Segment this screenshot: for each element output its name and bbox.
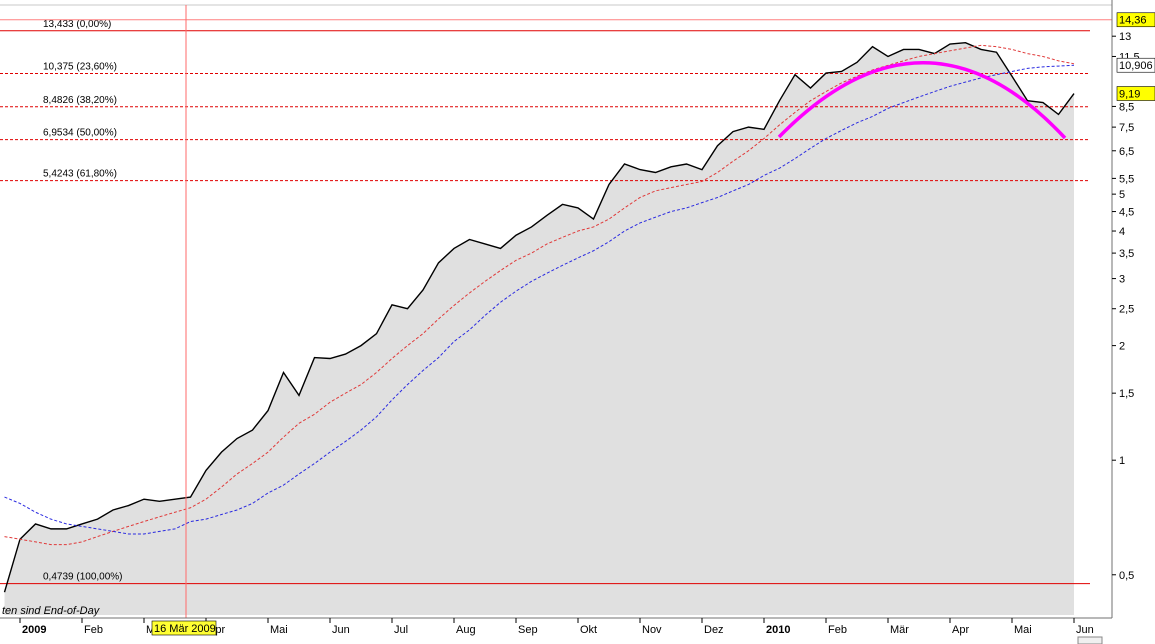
- price-line: [3, 41, 1075, 593]
- x-tick-label: Mai: [270, 624, 288, 636]
- fib-level-label: 8,4826 (38,20%): [43, 95, 117, 106]
- y-tick-label: 7,5: [1119, 122, 1134, 134]
- x-tick-label: Dez: [704, 624, 724, 636]
- y-tick-label: 8,5: [1119, 101, 1134, 113]
- x-tick-label: Sep: [518, 624, 538, 636]
- note: ten sind End-of-Day: [2, 605, 101, 617]
- fib-level-label: 13,433 (0,00%): [43, 19, 111, 30]
- y-tick-label: 6,5: [1119, 146, 1134, 158]
- price-label-box: [1116, 12, 1155, 28]
- y-tick-label: 0,5: [1119, 570, 1134, 582]
- fib-level-label: 0,4739 (100,00%): [43, 572, 123, 583]
- y-tick-label: 5,5: [1119, 173, 1134, 185]
- moving-average-line: [4, 64, 1075, 535]
- axes: 0,511,522,533,544,555,56,57,58,511,51320…: [19, 12, 1155, 636]
- y-tick-label: 1: [1119, 455, 1125, 467]
- fib-level-label: 10,375 (23,60%): [43, 61, 117, 72]
- price-label-box: [1116, 57, 1155, 73]
- price-label: 14,36: [1119, 15, 1147, 27]
- x-tick-label: Feb: [84, 624, 103, 636]
- crosshair-box: [151, 620, 217, 636]
- x-tick-label: Jun: [1076, 624, 1094, 636]
- x-tick-label: Jul: [394, 624, 408, 636]
- y-tick-label: 3,5: [1119, 248, 1134, 260]
- x-tick-label: Feb: [828, 624, 847, 636]
- x-tick-label: 2010: [766, 624, 790, 636]
- scroll-handle[interactable]: [1077, 636, 1103, 644]
- annotation-arc: [777, 61, 1067, 140]
- price-label: 9,19: [1119, 89, 1140, 101]
- x-tick-label: Nov: [642, 624, 662, 636]
- x-tick-label: Mai: [1014, 624, 1032, 636]
- y-tick-label: 2: [1119, 341, 1125, 353]
- x-tick-label: Mär: [890, 624, 909, 636]
- x-tick-label: Aug: [456, 624, 476, 636]
- price-area: [4, 42, 1074, 616]
- x-tick-label: Okt: [580, 624, 597, 636]
- price-label: 10,906: [1119, 60, 1153, 72]
- x-tick-label: 2009: [22, 624, 46, 636]
- y-tick-label: 4: [1119, 226, 1125, 238]
- moving-average-line: [4, 44, 1075, 546]
- price-label-box: [1116, 86, 1155, 101]
- y-tick-label: 5: [1119, 189, 1125, 201]
- y-tick-label: 2,5: [1119, 304, 1134, 316]
- y-tick-label: 4,5: [1119, 207, 1134, 219]
- y-tick-label: 13: [1119, 31, 1131, 43]
- y-tick-label: 1,5: [1119, 388, 1134, 400]
- crosshair-label: 16 Mär 2009: [154, 623, 216, 635]
- x-tick-label: Jun: [332, 624, 350, 636]
- x-tick-label: Apr: [952, 624, 969, 636]
- plot-area: 13,433 (0,00%) 10,375 (23,60%) 8,4826 (38,…: [0, 19, 1112, 616]
- y-tick-label: 3: [1119, 274, 1125, 286]
- fib-level-label: 5,4243 (61,80%): [43, 169, 117, 180]
- fib-level-label: 6,9534 (50,00%): [43, 128, 117, 139]
